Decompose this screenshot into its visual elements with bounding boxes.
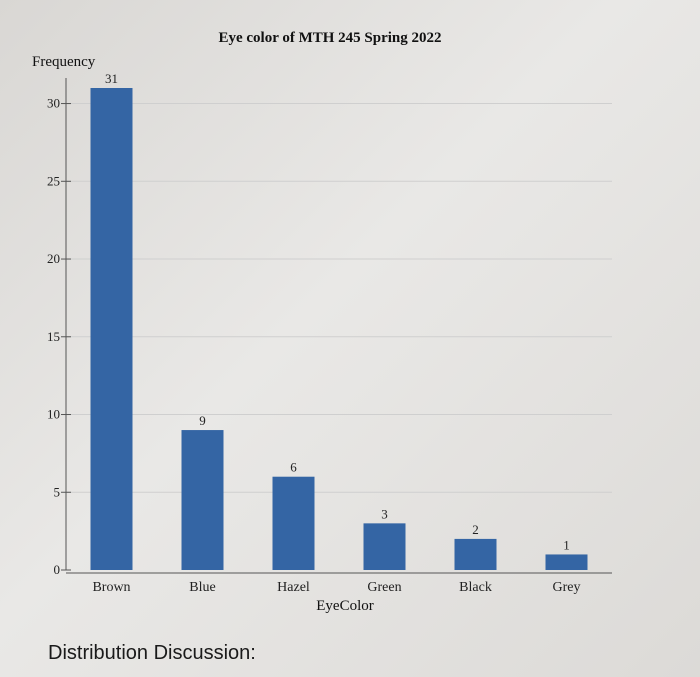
y-tick-label: 25 bbox=[47, 173, 60, 188]
y-tick-label: 0 bbox=[54, 562, 61, 577]
y-tick-label: 5 bbox=[54, 484, 61, 499]
distribution-discussion-label: Distribution Discussion: bbox=[48, 642, 256, 664]
y-tick-label: 20 bbox=[47, 251, 60, 266]
bar-green bbox=[363, 523, 406, 570]
x-tick-label: Hazel bbox=[277, 580, 310, 595]
grid-lines bbox=[66, 103, 612, 493]
y-tick-label: 10 bbox=[47, 407, 60, 422]
data-label: 2 bbox=[472, 522, 479, 537]
x-tick-label: Brown bbox=[92, 580, 130, 595]
data-label: 31 bbox=[105, 71, 118, 86]
x-tick-label: Black bbox=[459, 580, 492, 595]
bar-chart: Eye color of MTH 245 Spring 2022 Frequen… bbox=[32, 30, 612, 614]
y-axis-label: Frequency bbox=[32, 54, 96, 70]
data-label: 9 bbox=[199, 413, 206, 428]
chart-title: Eye color of MTH 245 Spring 2022 bbox=[218, 30, 441, 46]
bar-blue bbox=[181, 430, 224, 570]
y-tick-label: 30 bbox=[47, 96, 60, 111]
data-label: 6 bbox=[290, 460, 297, 475]
y-axis: 0 5 10 15 20 25 30 bbox=[47, 78, 71, 577]
data-label: 1 bbox=[563, 537, 570, 552]
bar-grey bbox=[545, 554, 588, 570]
data-label: 3 bbox=[381, 506, 388, 521]
bars: 31 9 6 3 2 1 bbox=[90, 71, 588, 570]
bar-brown bbox=[90, 88, 133, 570]
x-tick-label: Green bbox=[367, 580, 401, 595]
x-axis-label: EyeColor bbox=[316, 598, 374, 614]
bar-black bbox=[454, 538, 497, 570]
x-tick-label: Grey bbox=[553, 580, 581, 595]
x-tick-label: Blue bbox=[189, 580, 215, 595]
bar-hazel bbox=[272, 476, 315, 570]
y-tick-label: 15 bbox=[47, 329, 60, 344]
x-axis: Brown Blue Hazel Green Black Grey bbox=[66, 572, 612, 595]
